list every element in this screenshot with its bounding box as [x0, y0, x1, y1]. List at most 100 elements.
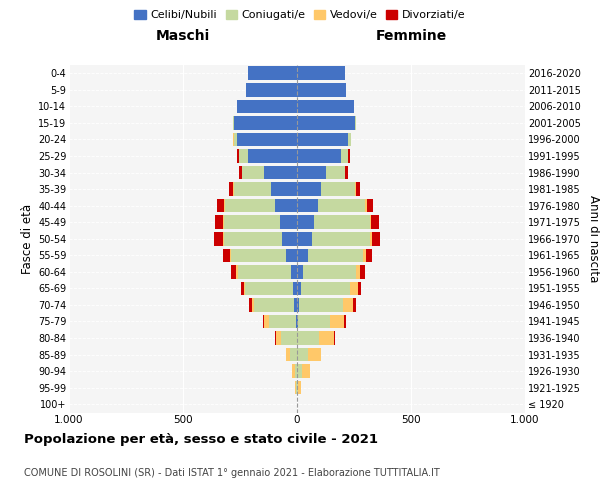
Text: COMUNE DI ROSOLINI (SR) - Dati ISTAT 1° gennaio 2021 - Elaborazione TUTTITALIA.I: COMUNE DI ROSOLINI (SR) - Dati ISTAT 1° … — [24, 468, 440, 477]
Bar — [303, 265, 356, 278]
Bar — [334, 332, 335, 345]
Bar — [223, 232, 224, 245]
Bar — [341, 149, 348, 163]
Bar — [275, 332, 277, 345]
Bar — [245, 282, 293, 295]
Bar — [344, 314, 346, 328]
Bar — [236, 132, 297, 146]
Bar — [235, 116, 297, 130]
Bar — [238, 149, 239, 163]
Bar — [297, 298, 299, 312]
Bar — [223, 248, 230, 262]
Bar — [234, 132, 236, 146]
Bar — [254, 298, 294, 312]
Bar — [296, 314, 297, 328]
Bar — [233, 116, 235, 130]
Bar — [269, 314, 296, 328]
Bar — [295, 381, 296, 394]
Bar — [355, 182, 356, 196]
Bar — [366, 248, 372, 262]
Y-axis label: Anni di nascita: Anni di nascita — [587, 195, 600, 282]
Bar — [297, 66, 345, 80]
Y-axis label: Fasce di età: Fasce di età — [20, 204, 34, 274]
Bar — [224, 232, 282, 245]
Bar — [234, 182, 271, 196]
Bar — [239, 149, 248, 163]
Bar — [224, 199, 225, 212]
Bar — [298, 381, 301, 394]
Bar — [238, 265, 292, 278]
Bar — [233, 182, 235, 196]
Bar — [236, 265, 238, 278]
Bar — [372, 232, 380, 245]
Bar — [231, 248, 286, 262]
Bar — [293, 282, 297, 295]
Bar — [263, 314, 265, 328]
Bar — [371, 216, 379, 229]
Bar — [229, 182, 233, 196]
Bar — [365, 199, 367, 212]
Bar — [297, 166, 325, 179]
Bar — [232, 265, 236, 278]
Bar — [297, 381, 298, 394]
Bar — [230, 248, 231, 262]
Bar — [297, 248, 308, 262]
Bar — [308, 348, 321, 362]
Text: Popolazione per età, sesso e stato civile - 2021: Popolazione per età, sesso e stato civil… — [24, 432, 378, 446]
Bar — [297, 265, 303, 278]
Bar — [297, 199, 317, 212]
Bar — [281, 332, 296, 345]
Bar — [312, 232, 370, 245]
Text: Maschi: Maschi — [156, 28, 210, 42]
Bar — [325, 166, 345, 179]
Bar — [367, 199, 373, 212]
Bar — [321, 182, 355, 196]
Bar — [296, 381, 297, 394]
Bar — [297, 364, 302, 378]
Bar — [302, 364, 310, 378]
Bar — [275, 199, 297, 212]
Bar — [314, 216, 370, 229]
Bar — [297, 282, 301, 295]
Bar — [361, 265, 365, 278]
Bar — [249, 298, 251, 312]
Bar — [297, 232, 312, 245]
Bar — [251, 298, 254, 312]
Bar — [286, 348, 290, 362]
Bar — [292, 364, 295, 378]
Bar — [290, 348, 297, 362]
Bar — [348, 149, 350, 163]
Bar — [317, 199, 365, 212]
Bar — [370, 216, 371, 229]
Bar — [330, 314, 344, 328]
Bar — [225, 199, 275, 212]
Bar — [298, 332, 319, 345]
Bar — [224, 216, 280, 229]
Bar — [248, 66, 297, 80]
Bar — [241, 282, 244, 295]
Bar — [295, 364, 297, 378]
Bar — [353, 298, 356, 312]
Bar — [297, 314, 298, 328]
Text: Femmine: Femmine — [376, 28, 446, 42]
Bar — [299, 298, 343, 312]
Bar — [370, 232, 372, 245]
Bar — [239, 166, 242, 179]
Bar — [264, 166, 297, 179]
Bar — [355, 116, 356, 130]
Bar — [242, 166, 264, 179]
Bar — [223, 216, 224, 229]
Bar — [292, 265, 297, 278]
Bar — [244, 282, 245, 295]
Bar — [265, 314, 269, 328]
Bar — [297, 348, 308, 362]
Bar — [298, 314, 330, 328]
Bar — [280, 216, 297, 229]
Bar — [282, 232, 297, 245]
Bar — [248, 149, 297, 163]
Legend: Celibi/Nubili, Coniugati/e, Vedovi/e, Divorziati/e: Celibi/Nubili, Coniugati/e, Vedovi/e, Di… — [130, 6, 470, 25]
Bar — [286, 248, 297, 262]
Bar — [297, 100, 354, 113]
Bar — [308, 248, 363, 262]
Bar — [350, 282, 358, 295]
